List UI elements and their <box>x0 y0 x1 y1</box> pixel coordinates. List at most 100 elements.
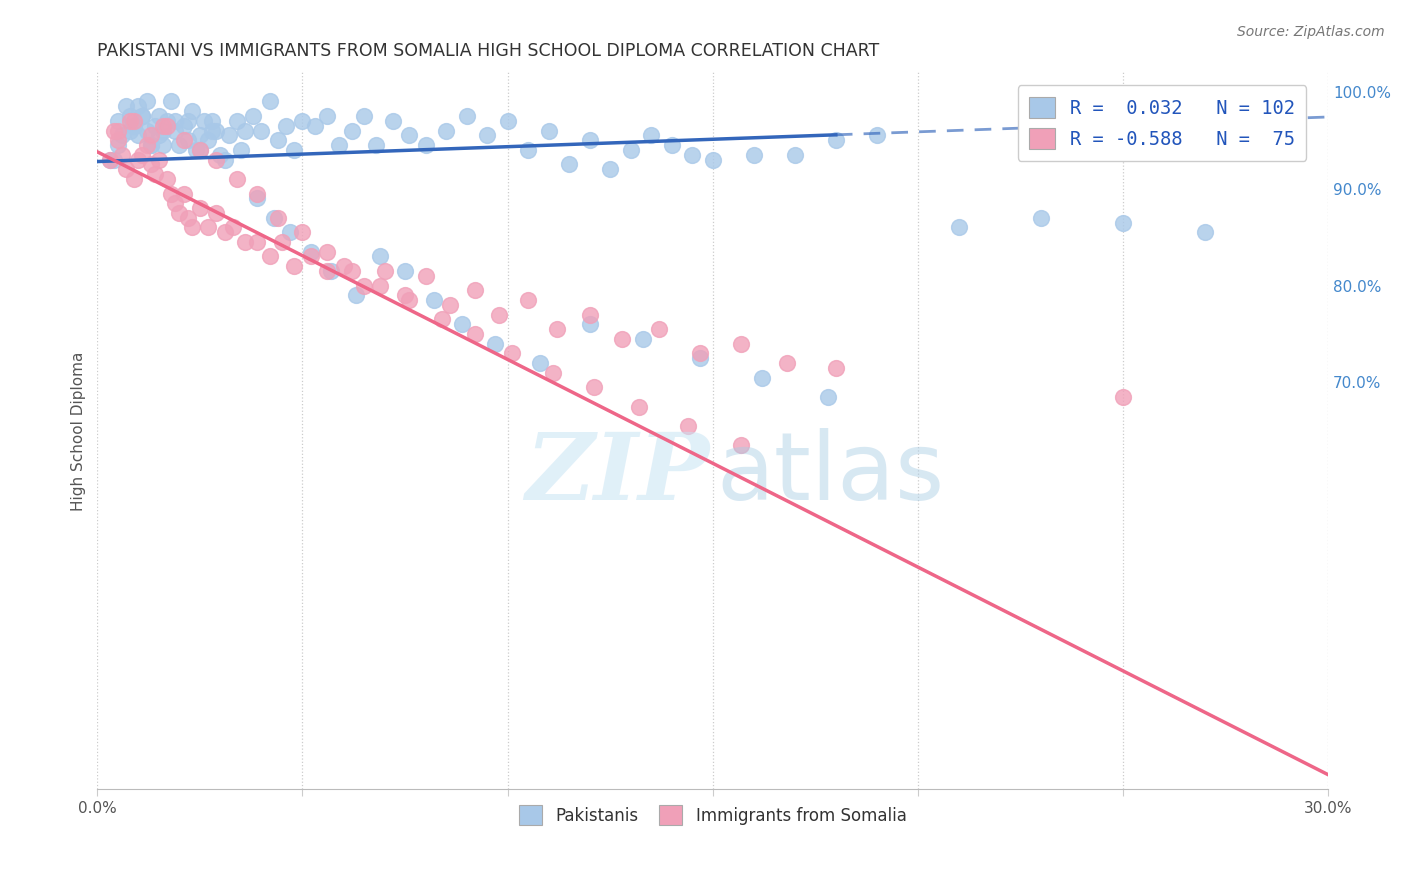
Point <box>439 298 461 312</box>
Point <box>209 147 232 161</box>
Point <box>451 318 474 332</box>
Point <box>225 172 247 186</box>
Point <box>464 326 486 341</box>
Point <box>107 138 129 153</box>
Point <box>156 113 179 128</box>
Point <box>156 172 179 186</box>
Text: PAKISTANI VS IMMIGRANTS FROM SOMALIA HIGH SCHOOL DIPLOMA CORRELATION CHART: PAKISTANI VS IMMIGRANTS FROM SOMALIA HIG… <box>97 42 880 60</box>
Point <box>120 109 142 123</box>
Point <box>188 128 211 143</box>
Point <box>131 147 153 161</box>
Point <box>340 264 363 278</box>
Point <box>205 206 228 220</box>
Point <box>246 191 269 205</box>
Legend: Pakistanis, Immigrants from Somalia: Pakistanis, Immigrants from Somalia <box>509 796 917 835</box>
Point <box>299 250 322 264</box>
Point <box>730 336 752 351</box>
Point <box>517 293 540 307</box>
Point <box>173 186 195 201</box>
Point <box>107 123 129 137</box>
Point <box>124 119 146 133</box>
Point <box>143 119 166 133</box>
Text: Source: ZipAtlas.com: Source: ZipAtlas.com <box>1237 25 1385 39</box>
Point <box>1029 211 1052 225</box>
Point <box>205 123 228 137</box>
Point <box>135 138 157 153</box>
Point <box>316 109 339 123</box>
Point <box>233 123 256 137</box>
Point <box>353 278 375 293</box>
Point <box>578 308 600 322</box>
Point <box>188 143 211 157</box>
Point <box>271 235 294 249</box>
Point <box>127 153 149 167</box>
Point <box>98 153 121 167</box>
Point <box>866 128 889 143</box>
Point <box>627 400 650 414</box>
Point <box>165 113 187 128</box>
Point <box>152 123 174 137</box>
Point <box>373 264 395 278</box>
Point <box>135 123 157 137</box>
Text: ZIP: ZIP <box>524 429 709 519</box>
Point <box>152 119 174 133</box>
Point <box>824 360 846 375</box>
Text: atlas: atlas <box>717 428 945 520</box>
Point <box>398 128 420 143</box>
Point <box>205 153 228 167</box>
Point <box>222 220 245 235</box>
Point <box>291 113 314 128</box>
Point <box>517 143 540 157</box>
Point <box>233 235 256 249</box>
Point <box>160 95 183 109</box>
Point <box>328 138 350 153</box>
Point <box>120 123 142 137</box>
Point <box>263 211 285 225</box>
Point <box>730 438 752 452</box>
Point <box>103 123 125 137</box>
Point <box>156 119 179 133</box>
Point <box>169 138 191 153</box>
Point <box>631 332 654 346</box>
Point <box>139 157 162 171</box>
Point <box>197 133 219 147</box>
Point <box>496 113 519 128</box>
Point <box>464 284 486 298</box>
Point <box>332 259 354 273</box>
Point <box>423 293 446 307</box>
Point <box>218 128 240 143</box>
Point <box>304 119 326 133</box>
Point <box>259 95 281 109</box>
Point <box>430 312 453 326</box>
Point <box>148 109 170 123</box>
Point <box>488 308 510 322</box>
Point <box>135 95 157 109</box>
Point <box>321 264 343 278</box>
Point <box>434 123 457 137</box>
Point <box>127 99 149 113</box>
Point <box>225 113 247 128</box>
Point <box>180 104 202 119</box>
Point <box>201 123 224 137</box>
Point <box>278 225 301 239</box>
Point <box>188 201 211 215</box>
Point <box>742 147 765 161</box>
Point <box>115 162 138 177</box>
Point <box>176 133 198 147</box>
Point <box>558 157 581 171</box>
Point <box>148 128 170 143</box>
Point <box>242 109 264 123</box>
Point <box>107 113 129 128</box>
Point <box>188 143 211 157</box>
Point <box>184 143 207 157</box>
Point <box>484 336 506 351</box>
Point <box>415 138 437 153</box>
Point <box>612 332 634 346</box>
Point <box>143 167 166 181</box>
Point <box>475 128 498 143</box>
Point <box>165 196 187 211</box>
Point <box>124 172 146 186</box>
Point <box>456 109 478 123</box>
Point <box>1112 216 1135 230</box>
Point <box>250 123 273 137</box>
